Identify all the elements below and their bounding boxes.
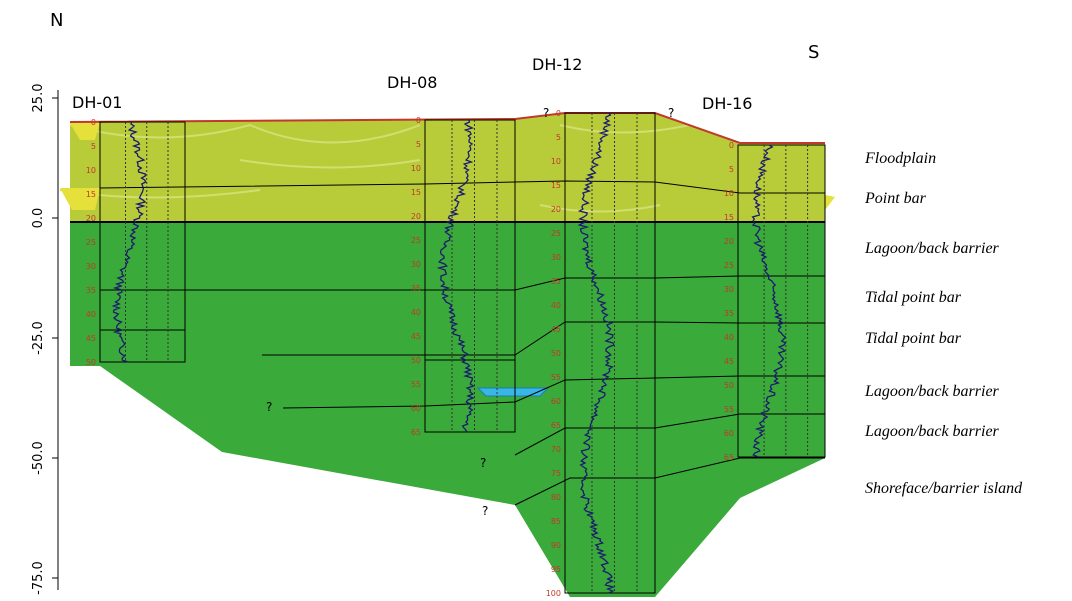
facies-label: Shoreface/barrier island xyxy=(865,480,1023,497)
depth-label: 50 xyxy=(724,381,734,390)
facies-label: Tidal point bar xyxy=(865,289,962,306)
depth-label: 5 xyxy=(91,142,96,151)
facies-label: Lagoon/back barrier xyxy=(864,423,1000,440)
well-log xyxy=(424,119,516,433)
log-curve xyxy=(436,119,475,433)
depth-label: 50 xyxy=(86,358,96,367)
query-mark: ? xyxy=(543,106,549,120)
depth-label: 5 xyxy=(729,165,734,174)
depth-label: 0 xyxy=(416,116,421,125)
depth-label: 65 xyxy=(724,453,734,462)
log-curve xyxy=(577,112,616,594)
tick-label: 0.0 xyxy=(31,208,46,229)
depth-label: 40 xyxy=(724,333,734,342)
depth-label: 30 xyxy=(86,262,96,271)
depth-label: 25 xyxy=(724,261,734,270)
depth-label: 45 xyxy=(724,357,734,366)
depth-label: 15 xyxy=(724,213,734,222)
depth-label: 25 xyxy=(551,229,561,238)
facies-label: Floodplain xyxy=(864,150,936,167)
tick-label: -25.0 xyxy=(31,321,46,355)
lower-unit xyxy=(70,222,825,597)
depth-label: 15 xyxy=(411,188,421,197)
depth-label: 35 xyxy=(411,284,421,293)
depth-label: 15 xyxy=(86,190,96,199)
tick-label: -75.0 xyxy=(31,561,46,595)
depth-label: 0 xyxy=(91,118,96,127)
lens xyxy=(825,195,835,210)
depth-label: 65 xyxy=(551,421,561,430)
depth-label: 45 xyxy=(411,332,421,341)
tick-label: 25.0 xyxy=(31,84,46,113)
depth-label: 20 xyxy=(724,237,734,246)
depth-label: 70 xyxy=(551,445,561,454)
depth-label: 35 xyxy=(86,286,96,295)
depth-label: 100 xyxy=(546,589,561,598)
depth-label: 35 xyxy=(724,309,734,318)
query-mark: ? xyxy=(480,456,486,470)
depth-label: 45 xyxy=(86,334,96,343)
lens xyxy=(60,188,100,210)
facies-label: Point bar xyxy=(864,190,927,207)
depth-label: 60 xyxy=(411,404,421,413)
well-log xyxy=(99,121,186,363)
query-mark: ? xyxy=(266,400,272,414)
depth-label: 20 xyxy=(86,214,96,223)
depth-label: 40 xyxy=(411,308,421,317)
depth-label: 20 xyxy=(551,205,561,214)
tick-label: -50.0 xyxy=(31,441,46,475)
depth-label: 30 xyxy=(411,260,421,269)
depth-label: 20 xyxy=(411,212,421,221)
depth-label: 75 xyxy=(551,469,561,478)
depth-label: 95 xyxy=(551,565,561,574)
depth-label: 35 xyxy=(551,277,561,286)
depth-label: 0 xyxy=(556,109,561,118)
depth-label: 30 xyxy=(724,285,734,294)
depth-label: 10 xyxy=(724,189,734,198)
well-name: DH-16 xyxy=(702,94,752,113)
compass-north: N xyxy=(50,10,63,31)
depth-label: 65 xyxy=(411,428,421,437)
facies-label: Lagoon/back barrier xyxy=(864,383,1000,400)
depth-label: 55 xyxy=(551,373,561,382)
depth-label: 60 xyxy=(724,429,734,438)
depth-label: 45 xyxy=(551,325,561,334)
depth-label: 50 xyxy=(551,349,561,358)
log-curve xyxy=(111,121,147,363)
upper-unit xyxy=(70,113,825,222)
facies-label: Lagoon/back barrier xyxy=(864,240,1000,257)
log-curve xyxy=(751,144,787,458)
depth-label: 55 xyxy=(724,405,734,414)
depth-label: 5 xyxy=(416,140,421,149)
well-name: DH-08 xyxy=(387,73,437,92)
well-name: DH-01 xyxy=(72,93,122,112)
depth-label: 80 xyxy=(551,493,561,502)
depth-label: 0 xyxy=(729,141,734,150)
depth-label: 5 xyxy=(556,133,561,142)
depth-label: 90 xyxy=(551,541,561,550)
lens xyxy=(476,387,550,397)
facies-label: Tidal point bar xyxy=(865,330,962,347)
query-mark: ? xyxy=(482,504,488,518)
lens xyxy=(70,123,100,140)
lenses xyxy=(59,123,691,213)
depth-label: 30 xyxy=(551,253,561,262)
depth-label: 40 xyxy=(86,310,96,319)
depth-label: 85 xyxy=(551,517,561,526)
depth-label: 50 xyxy=(411,356,421,365)
depth-label: 60 xyxy=(551,397,561,406)
well-name: DH-12 xyxy=(532,55,582,74)
depth-label: 55 xyxy=(411,380,421,389)
depth-label: 10 xyxy=(551,157,561,166)
query-mark: ? xyxy=(668,106,674,120)
depth-label: 10 xyxy=(86,166,96,175)
depth-label: 40 xyxy=(551,301,561,310)
depth-label: 25 xyxy=(86,238,96,247)
compass-south: S xyxy=(808,42,819,63)
depth-label: 15 xyxy=(551,181,561,190)
well-log xyxy=(737,144,826,458)
depth-label: 10 xyxy=(411,164,421,173)
depth-label: 25 xyxy=(411,236,421,245)
